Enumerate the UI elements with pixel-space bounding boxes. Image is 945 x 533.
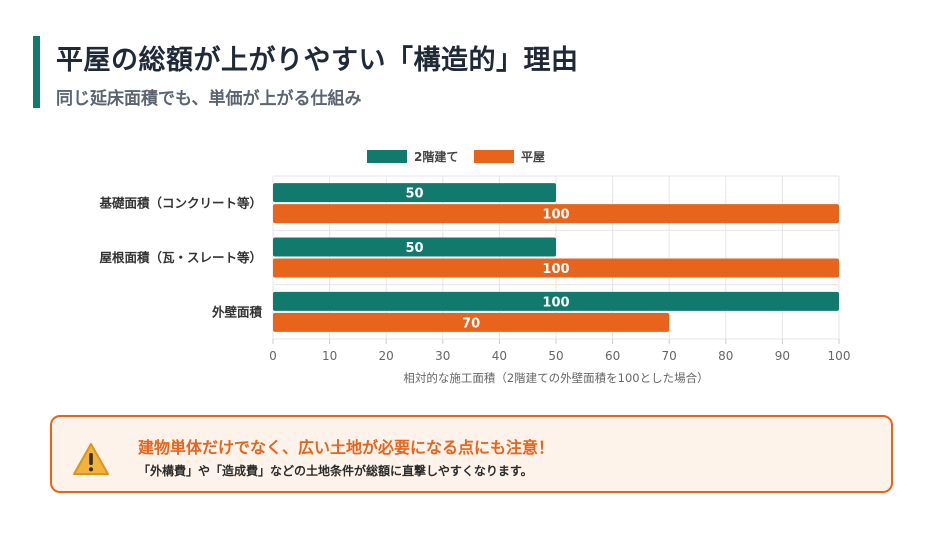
title-accent-bar (33, 36, 40, 108)
page-title: 平屋の総額が上がりやすい「構造的」理由 (56, 45, 579, 76)
x-tick-label: 40 (492, 349, 507, 363)
bar-value-label: 70 (462, 316, 480, 331)
x-tick-label: 90 (775, 349, 790, 363)
bar-chart: 0 10 20 30 40 50 60 70 80 90 100 相対的な施工面積（2階建ての外壁面積… (98, 149, 851, 385)
x-tick-label: 0 (269, 349, 277, 363)
legend-swatch (474, 150, 514, 163)
bar-two-story (273, 183, 556, 203)
y-category-label: 外壁面積 (211, 304, 263, 319)
bar-one-story (273, 258, 839, 278)
bar-one-story (273, 312, 670, 332)
bar-value-label: 50 (405, 187, 423, 202)
bar-value-label: 100 (542, 208, 569, 223)
x-tick-label: 100 (828, 349, 851, 363)
bar-value-label: 100 (542, 262, 569, 277)
x-tick-label: 10 (322, 349, 337, 363)
callout-body: 「外構費」や「造成費」などの土地条件が総額に直撃しやすくなります。 (138, 464, 533, 478)
x-tick-label: 50 (548, 349, 563, 363)
x-axis-label: 相対的な施工面積（2階建ての外壁面積を100とした場合） (403, 371, 708, 385)
bar-one-story (273, 204, 839, 224)
bar-two-story (273, 291, 839, 311)
page-subtitle: 同じ延床面積でも、単価が上がる仕組み (56, 89, 362, 109)
callout-heading: 建物単体だけでなく、広い土地が必要になる点にも注意！ (138, 438, 555, 457)
bar-value-label: 100 (542, 295, 569, 310)
y-category-label: 屋根面積（瓦・スレート等） (99, 250, 262, 265)
y-category-label: 基礎面積（コンクリート等） (98, 196, 262, 211)
legend-label: 2階建て (414, 149, 458, 164)
x-tick-label: 30 (435, 349, 450, 363)
x-tick-label: 20 (379, 349, 394, 363)
x-tick-label: 70 (662, 349, 677, 363)
warning-icon (73, 443, 109, 475)
legend-label: 平屋 (521, 150, 545, 164)
legend-swatch (367, 150, 407, 163)
bar-value-label: 50 (405, 241, 423, 256)
x-tick-label: 80 (718, 349, 733, 363)
bar-two-story (273, 237, 556, 257)
x-tick-label: 60 (605, 349, 620, 363)
warning-callout: 建物単体だけでなく、広い土地が必要になる点にも注意！ 「外構費」や「造成費」など… (50, 415, 893, 493)
